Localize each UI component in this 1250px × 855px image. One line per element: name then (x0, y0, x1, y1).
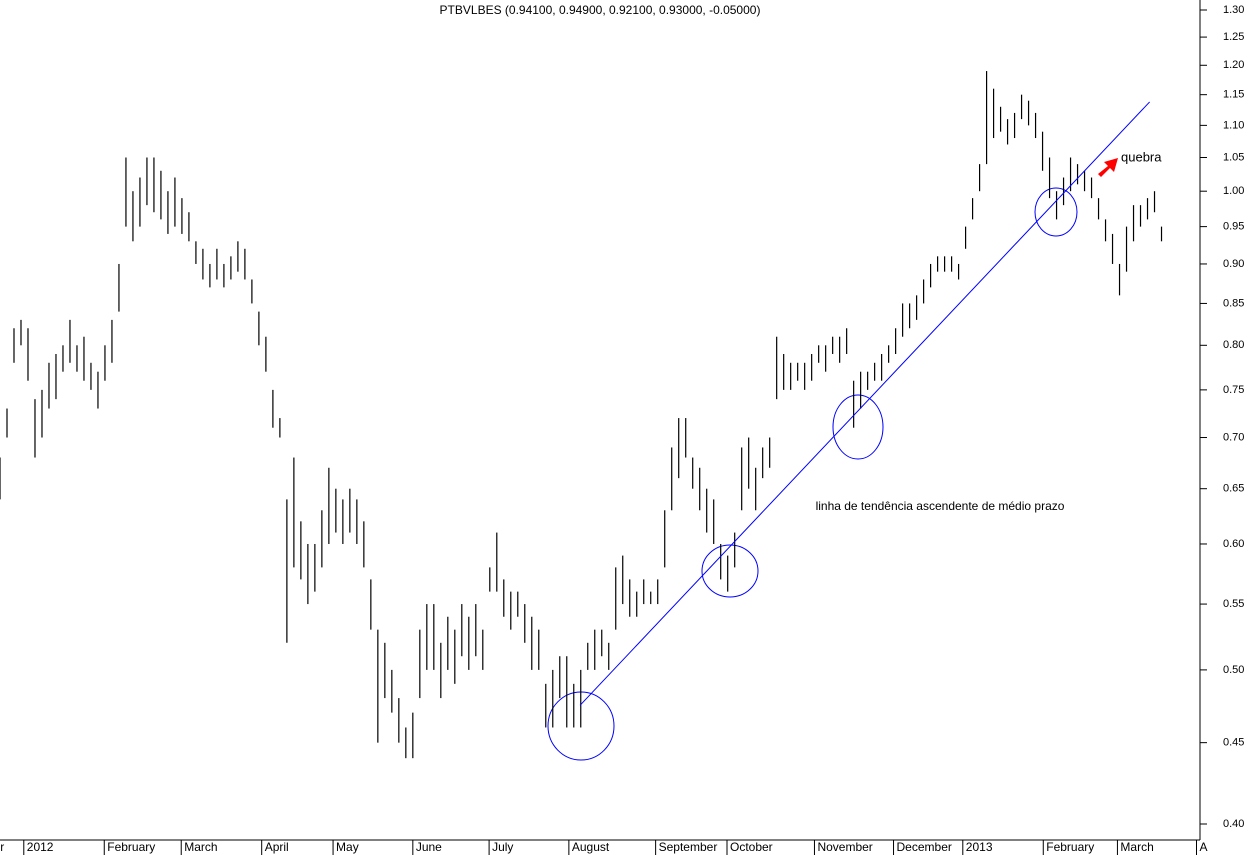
y-tick-label: 0.75 (1223, 384, 1244, 396)
highlight-circle (1034, 187, 1078, 237)
x-tick-label: June (416, 840, 442, 854)
x-tick-label: r (0, 840, 4, 854)
x-tick-label: October (730, 840, 773, 854)
highlight-circle (701, 544, 759, 598)
x-tick-label: September (659, 840, 718, 854)
y-tick-label: 1.05 (1223, 151, 1244, 163)
y-tick-label: 1.10 (1223, 119, 1244, 131)
x-tick-label: February (1046, 840, 1094, 854)
break-arrow (1098, 158, 1118, 177)
x-tick-label: December (897, 840, 952, 854)
highlight-circles (547, 187, 1078, 761)
x-tick-label: 2013 (966, 840, 993, 854)
y-tick-label: 0.95 (1223, 221, 1244, 233)
y-tick-label: 0.70 (1223, 431, 1244, 443)
highlight-circle (832, 394, 884, 460)
break-annotation: quebra (1121, 149, 1162, 164)
chart-title: PTBVLBES (0.94100, 0.94900, 0.92100, 0.9… (440, 3, 761, 17)
y-tick-label: 0.90 (1223, 258, 1244, 270)
y-tick-label: 0.65 (1223, 483, 1244, 495)
x-tick-label: 2012 (27, 840, 54, 854)
y-tick-label: 0.50 (1223, 664, 1244, 676)
y-tick-label: 1.00 (1223, 185, 1244, 197)
x-tick-label: April (265, 840, 289, 854)
x-tick-label: March (1120, 840, 1153, 854)
x-tick-label: March (184, 840, 217, 854)
y-tick-label: 0.80 (1223, 339, 1244, 351)
y-tick-label: 1.25 (1223, 31, 1244, 43)
y-tick-label: 0.45 (1223, 737, 1244, 749)
trend-line (579, 101, 1150, 706)
x-tick-label: August (572, 840, 610, 854)
y-tick-label: 0.85 (1223, 297, 1244, 309)
y-tick-label: 0.60 (1223, 538, 1244, 550)
x-tick-label: July (492, 840, 513, 854)
y-tick-label: 1.20 (1223, 59, 1244, 71)
trend-annotation: linha de tendência ascendente de médio p… (816, 499, 1065, 513)
x-tick-label: May (336, 840, 359, 854)
y-tick-label: 1.30 (1223, 4, 1244, 16)
x-tick-label: February (107, 840, 155, 854)
x-tick-label: A (1200, 840, 1208, 854)
y-tick-label: 0.55 (1223, 598, 1244, 610)
y-tick-label: 1.15 (1223, 89, 1244, 101)
x-tick-label: November (817, 840, 872, 854)
y-tick-label: 0.40 (1223, 818, 1244, 830)
